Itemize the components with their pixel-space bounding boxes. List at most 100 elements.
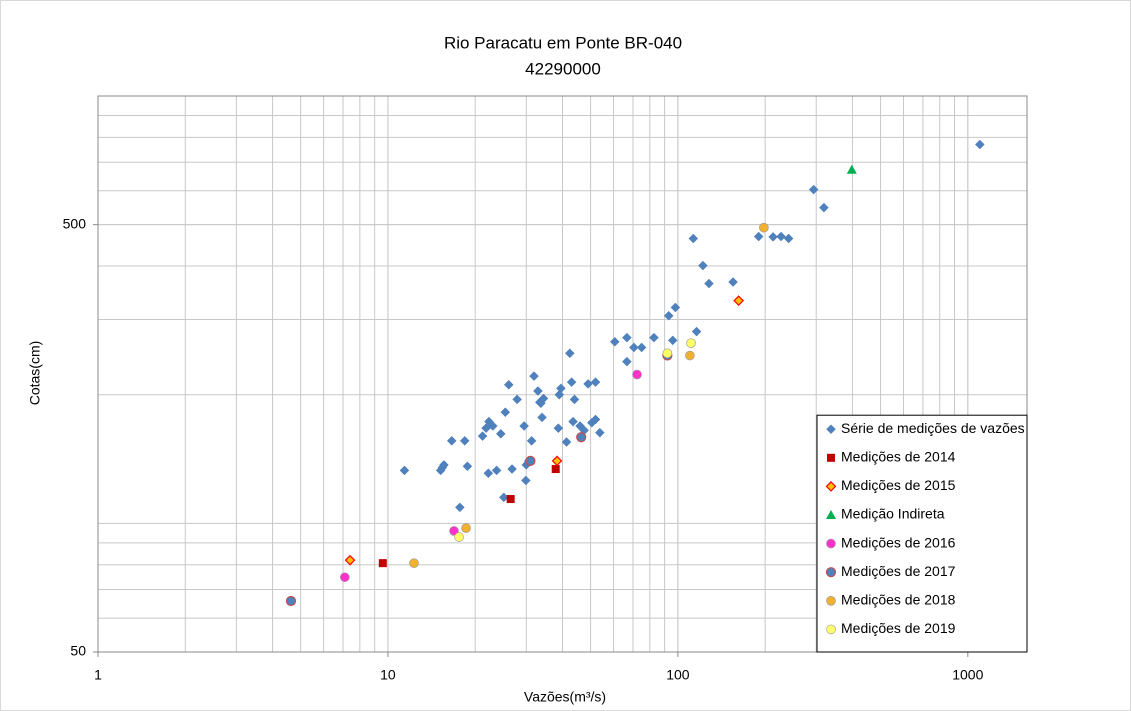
- point: [686, 338, 696, 348]
- point: [768, 232, 778, 242]
- point: [533, 386, 543, 396]
- point: [663, 310, 674, 321]
- point: [378, 559, 387, 568]
- point: [537, 412, 547, 423]
- plot-area: [97, 95, 1028, 653]
- legend-marker: [825, 567, 837, 578]
- chart-subtitle: 42290000: [525, 59, 601, 78]
- point: [551, 465, 560, 474]
- point: [819, 202, 829, 213]
- point: [622, 332, 632, 343]
- legend-label: Série de medições de vazões: [841, 420, 1025, 436]
- point: [846, 164, 857, 174]
- y-axis-label: Cotas(cm): [27, 341, 43, 406]
- point: [636, 342, 647, 353]
- point: [590, 414, 601, 425]
- point: [461, 523, 471, 533]
- point: [594, 427, 605, 438]
- legend-label: Medições de 2018: [841, 592, 956, 608]
- point: [662, 348, 673, 359]
- point: [507, 464, 517, 474]
- point: [670, 302, 681, 313]
- point: [534, 397, 545, 408]
- legend-label: Medições de 2019: [841, 620, 956, 636]
- point: [526, 435, 537, 446]
- point: [649, 332, 659, 343]
- legend-marker: [826, 624, 836, 635]
- legend-marker: [826, 595, 836, 606]
- point: [446, 435, 457, 446]
- point: [500, 407, 511, 418]
- point: [487, 421, 498, 431]
- point: [629, 342, 639, 353]
- point: [728, 277, 738, 287]
- point: [576, 432, 587, 443]
- point: [506, 495, 515, 504]
- legend-marker: [825, 481, 837, 492]
- legend-label: Medições de 2017: [841, 563, 956, 579]
- point: [399, 465, 410, 476]
- point: [685, 350, 695, 361]
- point: [704, 278, 714, 289]
- point: [609, 336, 620, 347]
- point: [632, 369, 642, 380]
- point: [491, 465, 502, 476]
- point: [667, 335, 678, 346]
- point: [733, 295, 744, 306]
- point: [521, 475, 531, 486]
- point: [529, 371, 539, 382]
- legend-marker: [826, 424, 836, 435]
- point: [454, 532, 464, 542]
- legend-label: Medições de 2015: [841, 477, 956, 493]
- point: [454, 502, 465, 513]
- point: [554, 389, 565, 400]
- point: [525, 455, 536, 467]
- legend-label: Medição Indireta: [841, 506, 945, 522]
- point: [561, 437, 572, 447]
- legend: [816, 414, 1028, 653]
- point: [553, 423, 564, 434]
- legend-label: Medições de 2016: [841, 534, 956, 550]
- point: [551, 455, 563, 467]
- point: [759, 222, 769, 233]
- point: [519, 421, 530, 431]
- point: [462, 461, 473, 472]
- point: [564, 348, 575, 359]
- y-tick-label: 50: [70, 643, 86, 659]
- legend-marker: [826, 510, 836, 519]
- point: [512, 394, 522, 405]
- point: [590, 377, 601, 388]
- point: [459, 435, 470, 446]
- point: [698, 260, 708, 271]
- x-tick-label: 10: [380, 667, 396, 683]
- legend-marker: [827, 453, 835, 462]
- y-tick-label: 500: [63, 215, 87, 231]
- point: [776, 231, 786, 242]
- point: [622, 356, 632, 367]
- point: [688, 233, 699, 244]
- point: [285, 595, 297, 607]
- point: [439, 460, 449, 470]
- point: [753, 231, 764, 242]
- point: [974, 139, 985, 150]
- point: [495, 428, 506, 439]
- x-tick-label: 1000: [952, 667, 983, 683]
- point: [808, 184, 819, 195]
- point: [477, 431, 488, 441]
- x-axis-label: Vazões(m³/s): [524, 689, 606, 705]
- point: [691, 326, 702, 337]
- point: [344, 554, 356, 566]
- point: [568, 416, 578, 427]
- legend-label: Medições de 2014: [841, 449, 956, 465]
- x-tick-label: 1: [94, 667, 102, 683]
- point: [569, 394, 580, 405]
- point: [483, 468, 494, 479]
- point: [566, 377, 577, 388]
- point: [409, 558, 419, 568]
- point: [340, 572, 350, 583]
- point: [783, 233, 794, 244]
- chart-title: Rio Paracatu em Ponte BR-040: [444, 33, 682, 52]
- point: [503, 379, 514, 390]
- legend-marker: [826, 538, 836, 549]
